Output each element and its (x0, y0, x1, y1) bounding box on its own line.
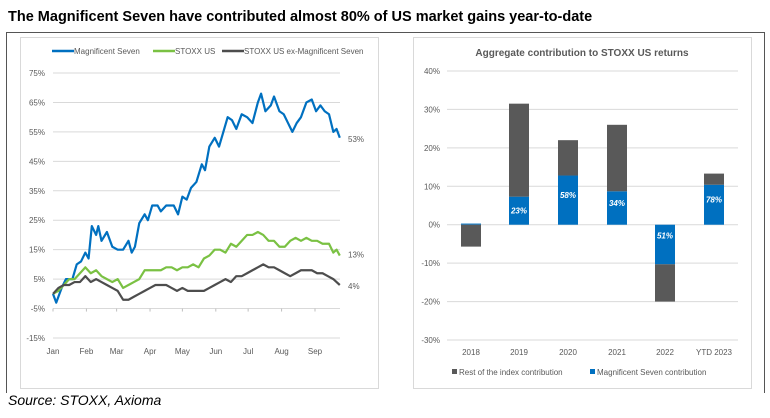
x-tick-label: Jun (209, 347, 222, 356)
y-tick-label: 25% (29, 216, 45, 225)
x-tick-label: Feb (80, 347, 94, 356)
bar-chart-title: Aggregate contribution to STOXX US retur… (475, 48, 689, 59)
bar-magnificent-seven-2021 (607, 191, 627, 225)
x-tick-label: 2021 (608, 348, 626, 357)
bar-data-label: 78% (706, 196, 722, 205)
bar-rest-of-index-ytd-2023 (704, 173, 724, 185)
series-line-stoxx-us-ex-magnificent-seven (52, 263, 341, 301)
y-tick-label: 30% (424, 105, 440, 114)
line-chart-panel (20, 37, 379, 389)
y-tick-label: -10% (421, 259, 440, 268)
end-value-label: 13% (348, 251, 364, 260)
bar-magnificent-seven-2022 (655, 224, 675, 265)
bar-magnificent-seven-2020 (558, 175, 578, 225)
x-tick-label: Mar (110, 347, 124, 356)
bar-magnificent-seven-2019 (509, 196, 529, 225)
x-tick-label: 2020 (559, 348, 577, 357)
source-note: Source: STOXX, Axioma (8, 392, 162, 408)
y-tick-label: 20% (424, 144, 440, 153)
x-tick-label: Aug (274, 347, 288, 356)
bar-rest-of-index-2021 (607, 124, 627, 192)
figure-frame (6, 32, 765, 393)
y-tick-label: 0% (428, 221, 440, 230)
x-tick-label: 2018 (462, 348, 480, 357)
figure-title: The Magnificent Seven have contributed a… (8, 9, 593, 25)
end-value-label: 4% (348, 282, 360, 291)
y-tick-label: 45% (29, 157, 45, 166)
legend-label: STOXX US (175, 47, 215, 56)
bar-rest-of-index-2019 (509, 103, 529, 197)
bar-data-label: 58% (560, 191, 576, 200)
y-tick-label: -20% (421, 298, 440, 307)
y-tick-label: 75% (29, 69, 45, 78)
x-tick-label: Jan (47, 347, 60, 356)
y-tick-label: 35% (29, 187, 45, 196)
x-tick-label: 2022 (656, 348, 674, 357)
x-tick-label: YTD 2023 (696, 348, 733, 357)
series-line-magnificent-seven (51, 92, 341, 304)
y-tick-label: 10% (424, 182, 440, 191)
bar-rest-of-index-2022 (655, 264, 675, 302)
y-tick-label: -5% (31, 305, 45, 314)
bar-data-label: 51% (657, 232, 673, 241)
legend-label: Magnificent Seven contribution (597, 368, 706, 377)
series-line-stoxx-us (52, 230, 341, 295)
legend-label: Magnificent Seven (74, 47, 140, 56)
y-tick-label: 40% (424, 67, 440, 76)
bar-magnificent-seven-ytd-2023 (704, 184, 724, 225)
bar-rest-of-index-2018 (461, 224, 481, 247)
legend-swatch (452, 369, 457, 374)
legend-label: Rest of the index contribution (459, 368, 563, 377)
x-tick-label: Sep (308, 347, 323, 356)
x-tick-label: May (175, 347, 190, 356)
legend-swatch (590, 369, 595, 374)
bar-data-label: 23% (510, 207, 527, 216)
y-tick-label: 5% (33, 275, 45, 284)
bar-rest-of-index-2020 (558, 140, 578, 176)
x-tick-label: Apr (144, 347, 157, 356)
y-tick-label: -15% (26, 334, 45, 343)
bar-chart-panel (413, 37, 752, 389)
legend-label: STOXX US ex-Magnificent Seven (244, 47, 363, 56)
y-tick-label: -30% (421, 336, 440, 345)
x-tick-label: 2019 (510, 348, 528, 357)
end-value-label: 53% (348, 135, 364, 144)
y-tick-label: 55% (29, 128, 45, 137)
y-tick-label: 15% (29, 246, 45, 255)
x-tick-label: Jul (243, 347, 253, 356)
bar-data-label: 34% (609, 199, 625, 208)
y-tick-label: 65% (29, 98, 45, 107)
bar-magnificent-seven-2018 (461, 223, 481, 225)
